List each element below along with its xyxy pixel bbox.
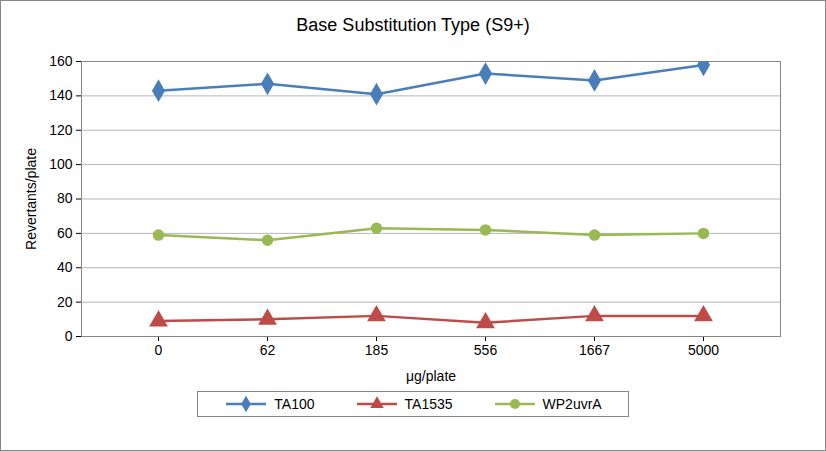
svg-text:160: 160 <box>49 53 73 69</box>
svg-text:Revertants/plate: Revertants/plate <box>23 148 39 250</box>
svg-text:40: 40 <box>57 259 73 275</box>
svg-text:185: 185 <box>365 342 389 358</box>
svg-text:556: 556 <box>474 342 498 358</box>
svg-text:62: 62 <box>260 342 276 358</box>
svg-text:20: 20 <box>57 294 73 310</box>
svg-text:140: 140 <box>49 87 73 103</box>
svg-text:0: 0 <box>155 342 163 358</box>
svg-text:5000: 5000 <box>688 342 719 358</box>
svg-text:μg/plate: μg/plate <box>406 368 456 384</box>
html-text:TA1535: TA1535 <box>404 396 453 412</box>
svg-text:100: 100 <box>49 156 73 172</box>
svg-text:80: 80 <box>57 190 73 206</box>
html-text:TA100: TA100 <box>274 396 315 412</box>
svg-text:1667: 1667 <box>579 342 610 358</box>
html-text:WP2uvrA: WP2uvrA <box>542 396 602 412</box>
svg-text:120: 120 <box>49 122 73 138</box>
svg-text:60: 60 <box>57 225 73 241</box>
html-text:Base Substitution Type (S9+): Base Substitution Type (S9+) <box>296 15 530 35</box>
svg-text:0: 0 <box>65 328 73 344</box>
